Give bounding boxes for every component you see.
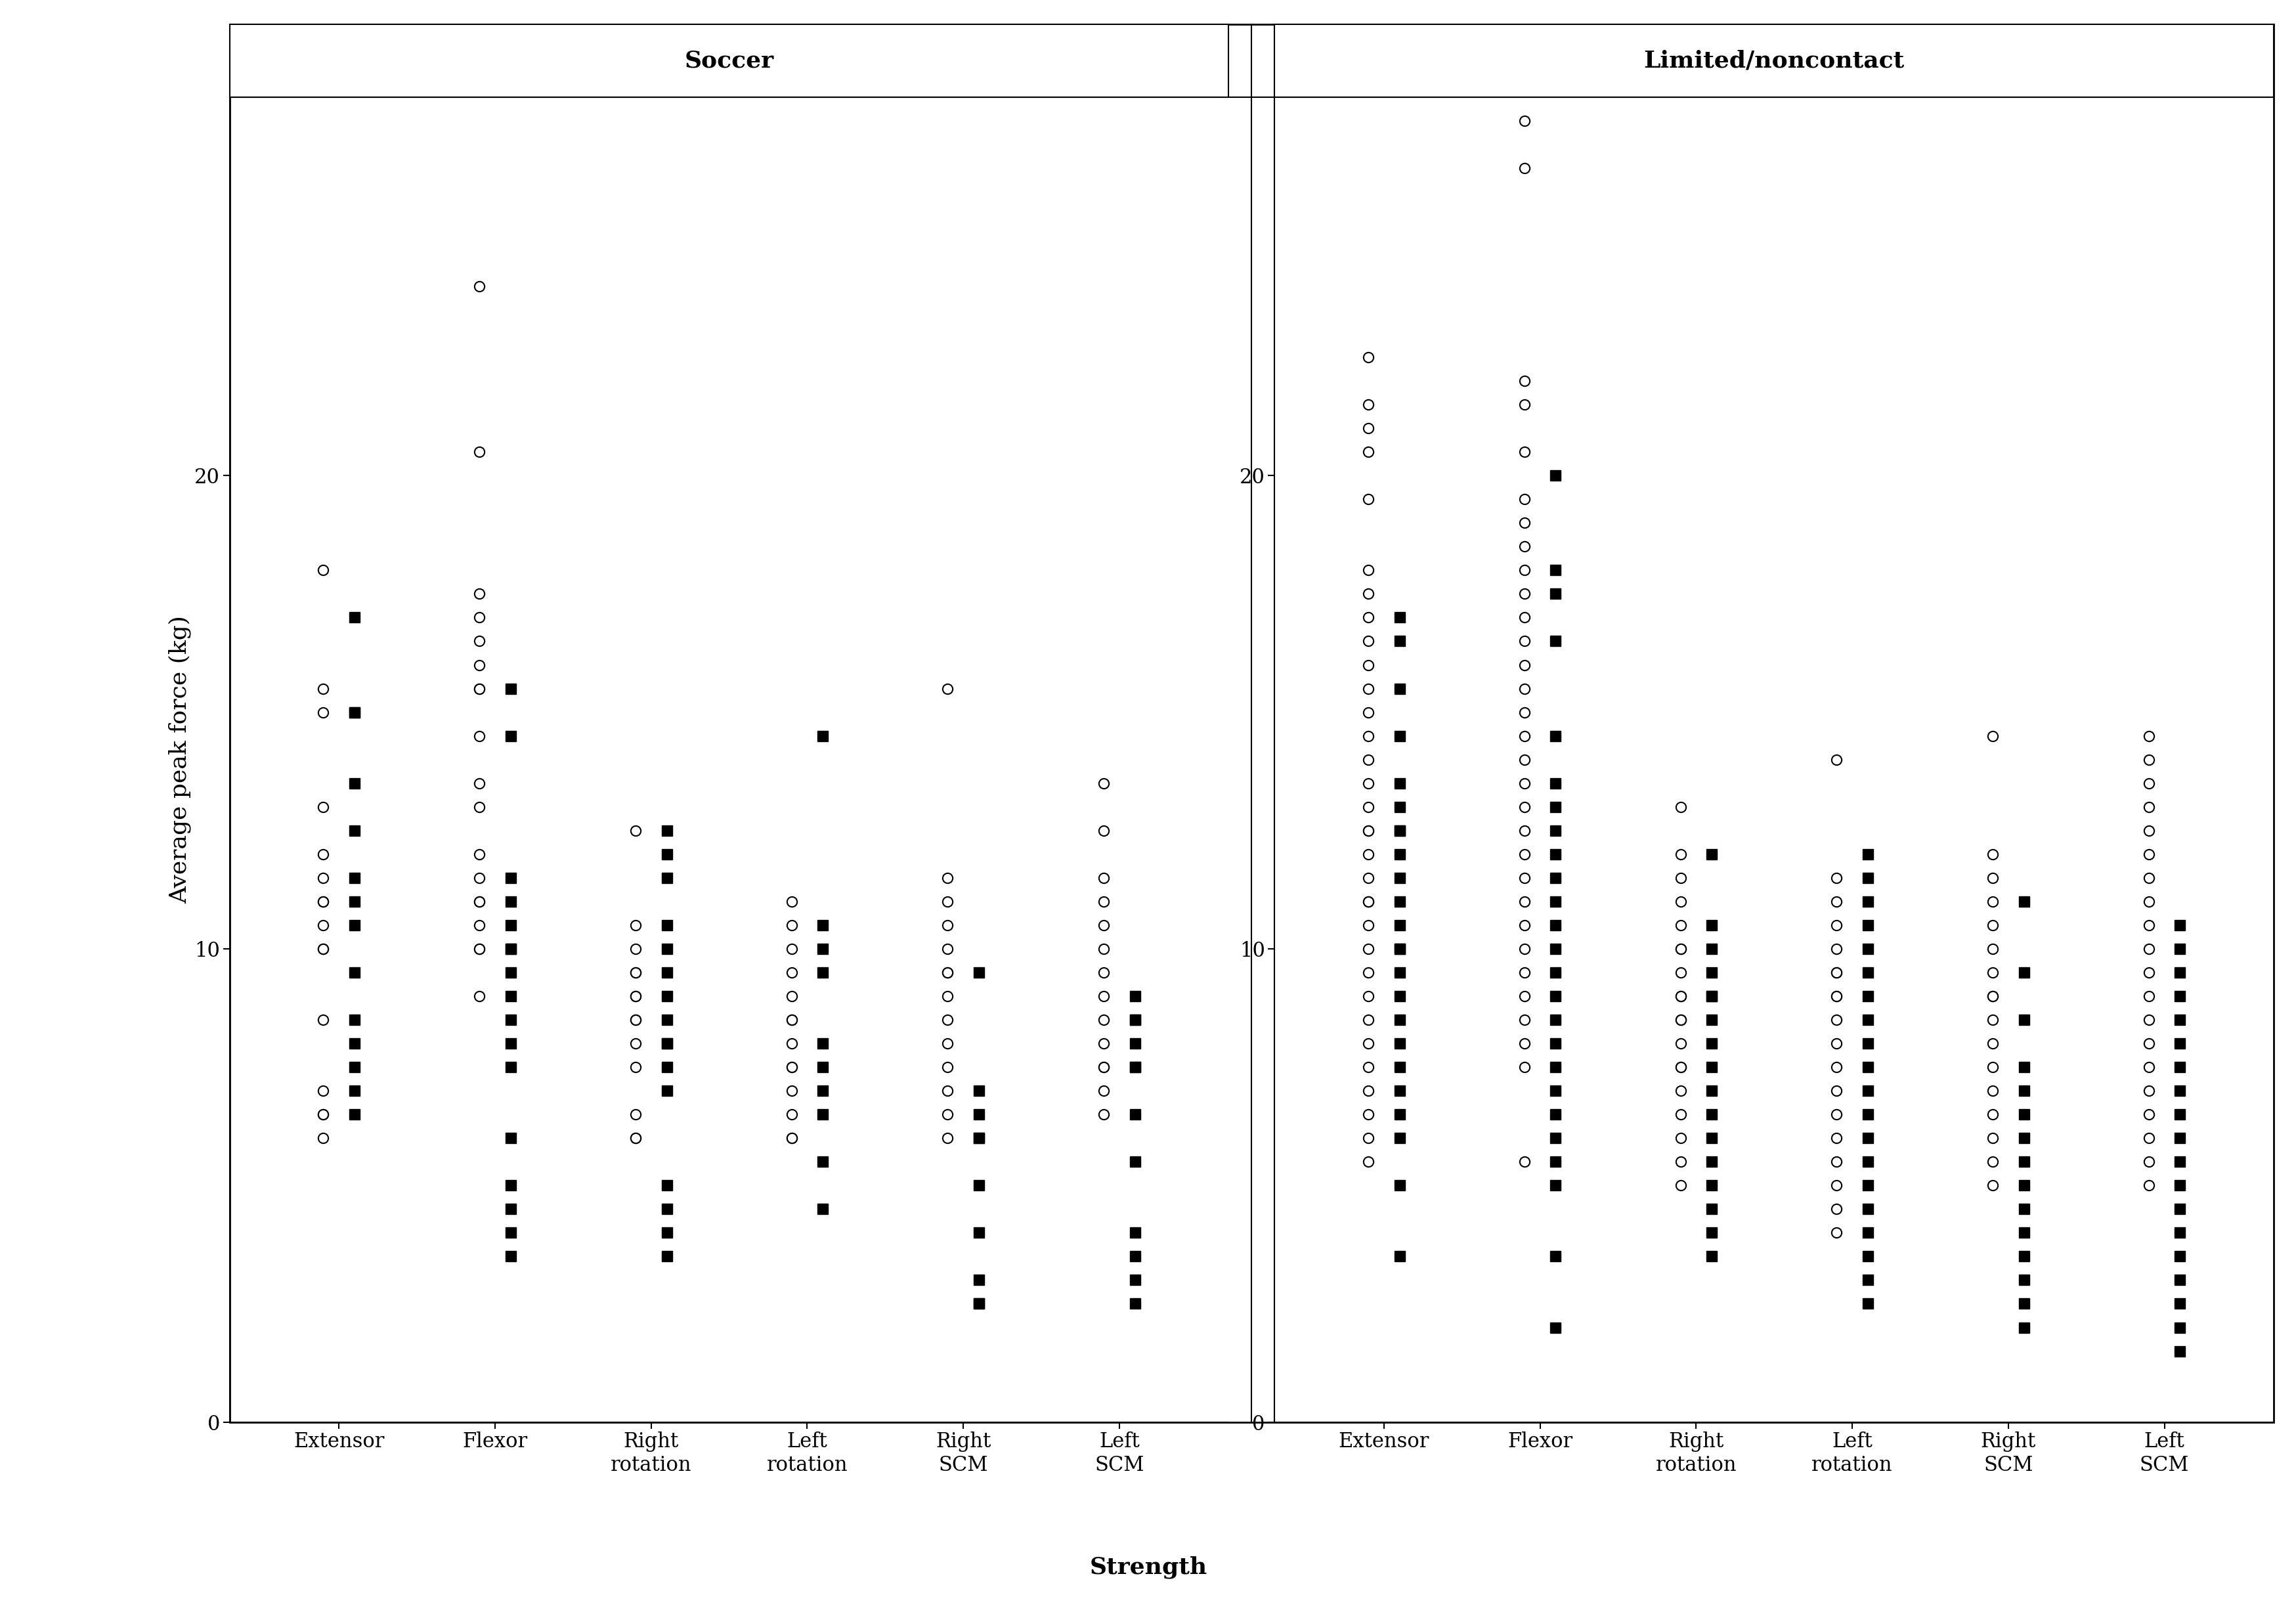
- Text: Strength: Strength: [1088, 1556, 1208, 1579]
- Text: Limited/noncontact: Limited/noncontact: [1644, 50, 1903, 71]
- Y-axis label: Average peak force (kg): Average peak force (kg): [168, 616, 191, 903]
- Text: Soccer: Soccer: [684, 50, 774, 71]
